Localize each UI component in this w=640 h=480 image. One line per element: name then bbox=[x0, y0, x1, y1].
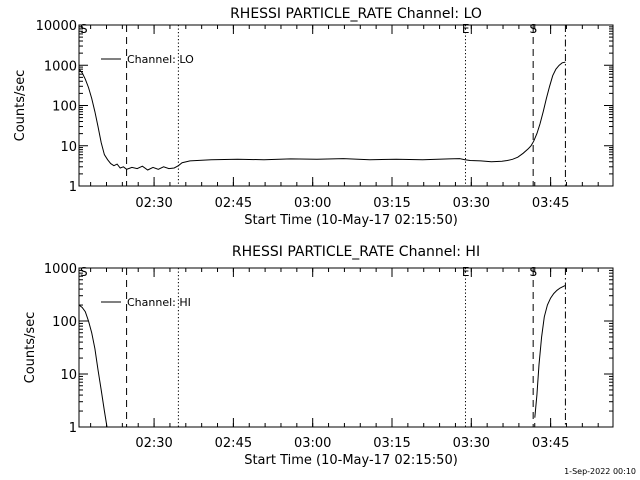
y-tick-label: 100 bbox=[52, 100, 77, 115]
plot-frame bbox=[78, 267, 614, 428]
x-axis-label: Start Time (10-May-17 02:15:50) bbox=[244, 213, 458, 228]
x-tick-label: 03:45 bbox=[532, 436, 569, 451]
y-tick-label: 10000 bbox=[36, 19, 77, 34]
y-tick-label: 1000 bbox=[44, 262, 77, 277]
event-line-label: S bbox=[530, 265, 538, 279]
x-tick-label: 02:45 bbox=[215, 196, 252, 211]
y-tick-label: 1 bbox=[69, 421, 77, 436]
x-tick-label: 02:30 bbox=[135, 196, 172, 211]
footer-date: 1-Sep-2022 00:10 bbox=[564, 467, 636, 476]
panel-hi: RHESSI PARTICLE_RATE Channel: HI Start Ti… bbox=[23, 244, 614, 468]
x-tick-label: 03:15 bbox=[373, 196, 410, 211]
x-tick-label: 03:00 bbox=[294, 196, 331, 211]
chart-title: RHESSI PARTICLE_RATE Channel: HI bbox=[232, 244, 480, 260]
data-series-line bbox=[78, 304, 108, 428]
y-tick-label: 10 bbox=[60, 140, 77, 155]
event-line-label: E bbox=[462, 265, 470, 279]
y-tick-label: 10 bbox=[60, 368, 77, 383]
x-tick-label: 02:45 bbox=[215, 436, 252, 451]
y-tick-label: 1 bbox=[69, 180, 77, 195]
legend-label: Channel: HI bbox=[127, 296, 191, 309]
panel-lo: RHESSI PARTICLE_RATE Channel: LO Start Ti… bbox=[13, 6, 614, 228]
y-tick-label: 100 bbox=[52, 315, 77, 330]
y-tick-label: 1000 bbox=[44, 59, 77, 74]
x-tick-label: 03:00 bbox=[294, 436, 331, 451]
y-axis-label: Counts/sec bbox=[23, 312, 38, 384]
legend-label: Channel: LO bbox=[127, 53, 194, 66]
event-line-label: S bbox=[530, 22, 538, 36]
chart-title: RHESSI PARTICLE_RATE Channel: LO bbox=[230, 6, 482, 22]
x-tick-label: 03:30 bbox=[453, 196, 490, 211]
x-axis-label: Start Time (10-May-17 02:15:50) bbox=[244, 453, 458, 468]
data-series-line bbox=[534, 284, 566, 418]
y-axis-label: Counts/sec bbox=[13, 70, 28, 142]
data-series-line bbox=[78, 61, 566, 171]
x-tick-label: 03:15 bbox=[373, 436, 410, 451]
corner-label: S bbox=[80, 265, 88, 279]
corner-label: S bbox=[80, 22, 88, 36]
x-tick-label: 02:30 bbox=[135, 436, 172, 451]
x-tick-label: 03:45 bbox=[532, 196, 569, 211]
event-line-label: E bbox=[462, 22, 470, 36]
x-tick-label: 03:30 bbox=[453, 436, 490, 451]
